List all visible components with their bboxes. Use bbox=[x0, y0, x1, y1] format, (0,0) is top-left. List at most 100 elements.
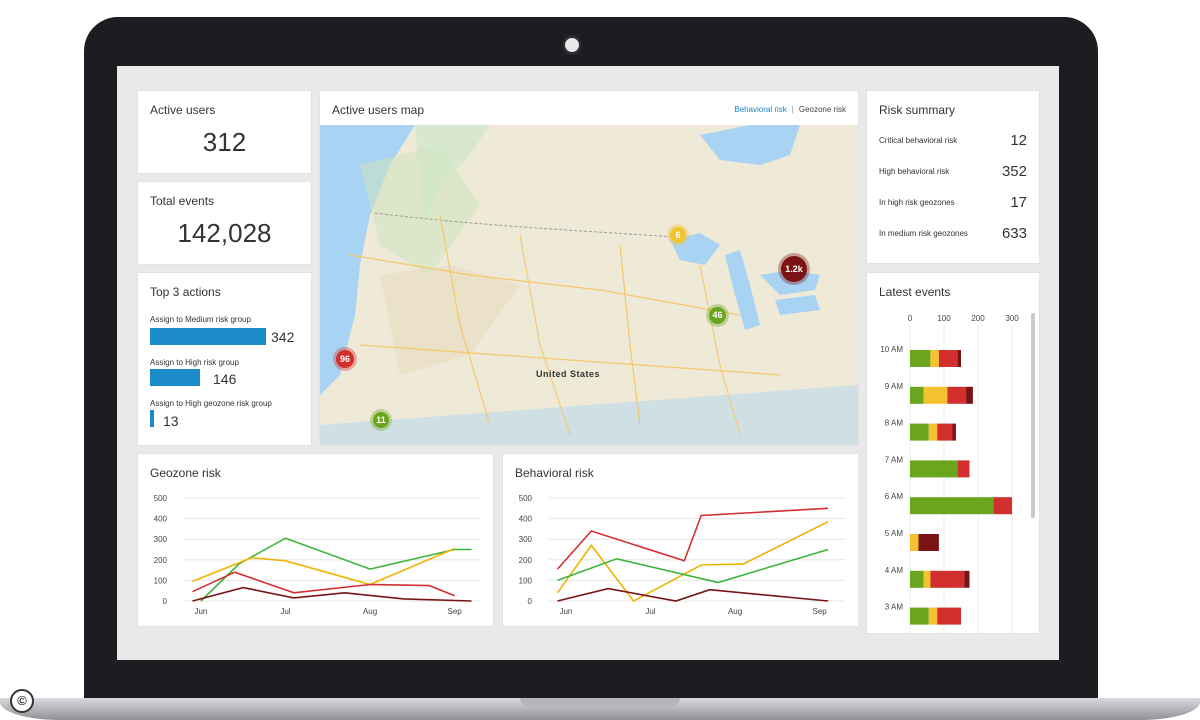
bar-segment bbox=[947, 386, 967, 404]
x-tick-label: Jul bbox=[645, 607, 655, 616]
y-tick-label: 500 bbox=[154, 494, 168, 503]
bar-segment bbox=[918, 534, 939, 551]
action-label: Assign to High risk group bbox=[150, 358, 239, 367]
tab-geozone-risk[interactable]: Geozone risk bbox=[798, 105, 846, 114]
risk-row: Critical behavioral risk 12 bbox=[879, 132, 1027, 152]
card-title: Risk summary bbox=[879, 103, 956, 117]
bar-segment bbox=[910, 534, 919, 551]
map-tabs: Behavioral risk | Geozone risk bbox=[734, 105, 846, 114]
x-tick-label: 0 bbox=[908, 314, 913, 323]
card-title: Latest events bbox=[879, 285, 951, 299]
active-users-map-card: Active users map Behavioral risk | Geozone… bbox=[320, 91, 858, 445]
y-tick-label: 3 AM bbox=[885, 603, 904, 612]
bar-segment bbox=[966, 386, 973, 404]
y-tick-label: 7 AM bbox=[885, 455, 904, 464]
action-value: 13 bbox=[163, 413, 179, 429]
series-line bbox=[556, 520, 829, 603]
risk-label: In high risk geozones bbox=[879, 198, 955, 207]
x-tick-label: Jul bbox=[280, 607, 290, 616]
risk-summary-card: Risk summary Critical behavioral risk 12… bbox=[867, 91, 1039, 263]
bar-segment bbox=[930, 350, 939, 367]
risk-label: Critical behavioral risk bbox=[879, 136, 958, 145]
card-title: Total events bbox=[150, 194, 215, 208]
country-label: United States bbox=[536, 369, 601, 379]
dashboard-screen: Active users 312 Total events 142,028 To… bbox=[117, 66, 1059, 660]
x-tick-label: 200 bbox=[971, 314, 985, 323]
risk-label: In medium risk geozones bbox=[879, 229, 968, 238]
latest-events-card: Latest events 0 100 200 300 10 AM 9 AM 8 AM 7 A… bbox=[867, 273, 1039, 633]
y-tick-label: 9 AM bbox=[885, 382, 904, 391]
risk-value: 17 bbox=[1010, 194, 1027, 211]
bar-segment bbox=[923, 570, 931, 588]
x-tick-label: Sep bbox=[448, 607, 463, 616]
y-tick-label: 100 bbox=[519, 576, 533, 585]
y-tick-label: 5 AM bbox=[885, 529, 904, 538]
bar-segment bbox=[930, 570, 965, 588]
action-label: Assign to High geozone risk group bbox=[150, 399, 272, 408]
y-tick-label: 300 bbox=[154, 535, 168, 544]
map-cluster-marker[interactable]: 6 bbox=[670, 227, 686, 243]
bar-segment bbox=[910, 350, 931, 367]
active-users-card: Active users 312 bbox=[138, 91, 311, 173]
y-tick-label: 0 bbox=[528, 597, 533, 606]
risk-value: 352 bbox=[1001, 163, 1027, 180]
bar-segment bbox=[910, 460, 958, 478]
copyright-icon: © bbox=[10, 689, 34, 713]
series-line bbox=[192, 586, 472, 602]
y-tick-label: 400 bbox=[519, 515, 533, 524]
card-title: Top 3 actions bbox=[150, 285, 221, 299]
action-label: Assign to Medium risk group bbox=[150, 315, 251, 324]
series-line bbox=[557, 548, 829, 584]
top-actions-card: Top 3 actions Assign to Medium risk grou… bbox=[138, 273, 311, 445]
action-bar bbox=[150, 328, 266, 345]
behavioral-risk-card: Behavioral risk 0 100 200 300 400 500 Jun Jul Au… bbox=[503, 454, 858, 626]
bar-segment bbox=[928, 607, 938, 625]
action-value: 146 bbox=[213, 371, 237, 387]
bar-segment bbox=[938, 350, 958, 367]
y-tick-label: 6 AM bbox=[885, 492, 904, 501]
x-tick-label: 100 bbox=[937, 314, 951, 323]
y-tick-label: 100 bbox=[154, 576, 168, 585]
map-graphic bbox=[320, 125, 858, 445]
bar-segment bbox=[937, 607, 961, 625]
x-tick-label: Sep bbox=[813, 607, 828, 616]
x-tick-label: Jun bbox=[194, 607, 207, 616]
card-title: Active users bbox=[150, 103, 216, 117]
map-cluster-marker[interactable]: 11 bbox=[373, 412, 389, 428]
bar-segment bbox=[964, 570, 970, 588]
series-line bbox=[556, 507, 829, 570]
y-tick-label: 200 bbox=[154, 556, 168, 565]
x-tick-label: Aug bbox=[728, 607, 742, 616]
y-tick-label: 300 bbox=[519, 535, 533, 544]
scrollbar-thumb[interactable] bbox=[1031, 313, 1035, 518]
y-tick-label: 10 AM bbox=[880, 345, 903, 354]
y-tick-label: 400 bbox=[154, 515, 168, 524]
card-title: Active users map bbox=[332, 103, 425, 117]
series-line bbox=[192, 571, 455, 597]
bar-segment bbox=[923, 386, 948, 404]
tab-behavioral-risk[interactable]: Behavioral risk bbox=[734, 105, 787, 114]
series-line bbox=[200, 537, 472, 602]
x-tick-label: Jun bbox=[559, 607, 572, 616]
action-bar bbox=[150, 410, 154, 427]
map-cluster-marker[interactable]: 46 bbox=[709, 307, 726, 324]
bar-segment bbox=[957, 350, 961, 367]
geozone-risk-card: Geozone risk 0 100 200 300 400 500 Jun Jul Aug Se… bbox=[138, 454, 493, 626]
map-canvas[interactable]: United States 1.2k 6 46 96 11 bbox=[320, 125, 858, 445]
y-tick-label: 200 bbox=[519, 556, 533, 565]
series-line bbox=[192, 547, 455, 586]
map-cluster-marker[interactable]: 1.2k bbox=[781, 256, 807, 282]
y-tick-label: 500 bbox=[519, 494, 533, 503]
laptop-base bbox=[0, 698, 1200, 720]
y-tick-label: 8 AM bbox=[885, 419, 904, 428]
map-cluster-marker[interactable]: 96 bbox=[336, 350, 354, 368]
y-tick-label: 4 AM bbox=[885, 566, 904, 575]
webcam-icon bbox=[565, 38, 579, 52]
bar-segment bbox=[993, 497, 1012, 515]
risk-label: High behavioral risk bbox=[879, 167, 950, 176]
series-line bbox=[557, 587, 829, 602]
bar-segment bbox=[910, 386, 924, 404]
card-title: Behavioral risk bbox=[515, 466, 594, 480]
tab-separator: | bbox=[791, 105, 794, 114]
bar-segment bbox=[910, 570, 924, 588]
